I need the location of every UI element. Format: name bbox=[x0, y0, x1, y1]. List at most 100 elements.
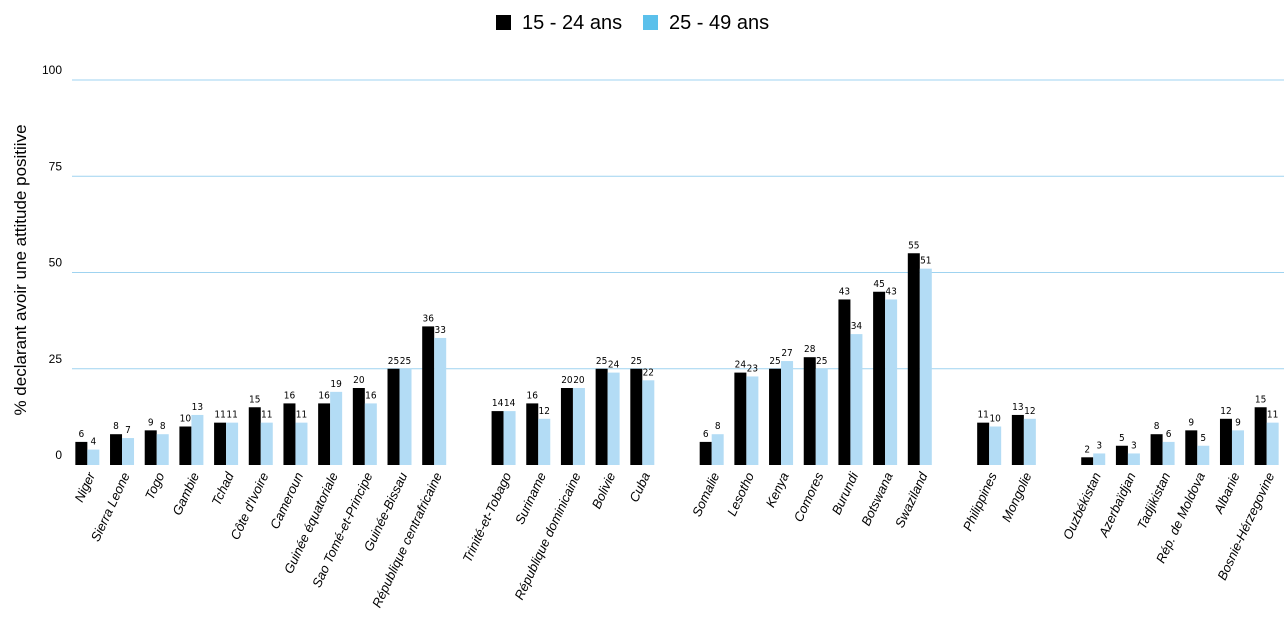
bar bbox=[283, 403, 296, 465]
value-label: 16 bbox=[527, 390, 539, 401]
value-label: 12 bbox=[1220, 406, 1231, 417]
value-label: 14 bbox=[504, 398, 516, 409]
x-tick-label: Suriname bbox=[512, 470, 549, 527]
value-label: 20 bbox=[573, 375, 585, 386]
bar bbox=[850, 334, 863, 465]
bar bbox=[769, 368, 782, 465]
value-label: 5 bbox=[1119, 433, 1125, 444]
value-label: 16 bbox=[365, 390, 377, 401]
value-label: 4 bbox=[90, 437, 96, 448]
value-label: 11 bbox=[261, 410, 272, 421]
value-label: 8 bbox=[1154, 421, 1160, 432]
bar bbox=[1093, 453, 1106, 465]
value-label: 24 bbox=[608, 360, 620, 371]
bar bbox=[87, 449, 100, 465]
bar bbox=[1115, 445, 1128, 465]
x-tick-label: Niger bbox=[71, 469, 98, 504]
bar bbox=[387, 368, 400, 465]
legend-swatch bbox=[496, 15, 511, 30]
value-label: 36 bbox=[422, 313, 434, 324]
value-label: 11 bbox=[1267, 410, 1278, 421]
bar bbox=[295, 422, 308, 465]
bar bbox=[1219, 418, 1232, 465]
value-label: 15 bbox=[249, 394, 260, 405]
value-label: 24 bbox=[735, 360, 747, 371]
bar bbox=[699, 441, 712, 465]
bar bbox=[75, 441, 88, 465]
bar bbox=[330, 391, 343, 465]
bar bbox=[226, 422, 239, 465]
x-tick-label: Philippines bbox=[960, 469, 1000, 533]
bar bbox=[260, 422, 273, 465]
value-label: 43 bbox=[885, 286, 896, 297]
bar bbox=[503, 411, 516, 465]
bar bbox=[1011, 414, 1024, 465]
x-tick-label: Cameroun bbox=[267, 470, 306, 531]
bar bbox=[1254, 407, 1267, 465]
value-label: 51 bbox=[920, 256, 931, 267]
bar bbox=[318, 403, 331, 465]
bar bbox=[399, 368, 412, 465]
bar bbox=[214, 422, 227, 465]
bar bbox=[1266, 422, 1279, 465]
value-label: 10 bbox=[180, 414, 192, 425]
bar bbox=[711, 434, 724, 465]
bar bbox=[434, 337, 447, 465]
bar bbox=[746, 376, 759, 465]
bar bbox=[1162, 441, 1175, 465]
bar bbox=[179, 426, 192, 465]
value-label: 5 bbox=[1200, 433, 1206, 444]
value-label: 43 bbox=[839, 286, 850, 297]
value-label: 3 bbox=[1096, 440, 1102, 451]
bar bbox=[491, 411, 504, 465]
x-tick-label: Comores bbox=[791, 469, 827, 524]
value-label: 25 bbox=[631, 356, 642, 367]
value-label: 12 bbox=[1024, 406, 1035, 417]
value-label: 55 bbox=[908, 240, 919, 251]
value-label: 6 bbox=[78, 429, 84, 440]
value-label: 25 bbox=[596, 356, 607, 367]
bar bbox=[977, 422, 990, 465]
value-label: 11 bbox=[977, 410, 988, 421]
value-label: 6 bbox=[703, 429, 709, 440]
value-label: 27 bbox=[781, 348, 792, 359]
value-label: 45 bbox=[873, 279, 884, 290]
value-label: 3 bbox=[1131, 440, 1137, 451]
bar bbox=[122, 438, 135, 465]
bar bbox=[352, 388, 365, 465]
y-tick-label: 100 bbox=[42, 63, 62, 77]
bar bbox=[144, 430, 157, 465]
x-tick-label: Lesotho bbox=[724, 470, 757, 518]
bar bbox=[560, 388, 573, 465]
bar bbox=[838, 299, 851, 465]
legend-label: 15 - 24 ans bbox=[522, 12, 622, 34]
bar bbox=[364, 403, 377, 465]
value-label: 16 bbox=[284, 390, 296, 401]
value-label: 25 bbox=[816, 356, 827, 367]
x-tick-label: Swaziland bbox=[892, 469, 931, 530]
bar bbox=[885, 299, 898, 465]
value-label: 23 bbox=[747, 363, 758, 374]
y-tick-label: 75 bbox=[49, 159, 63, 173]
x-tick-label: Burundi bbox=[829, 469, 862, 517]
bar bbox=[1127, 453, 1140, 465]
x-tick-label: Cuba bbox=[626, 470, 653, 505]
legend-swatch bbox=[643, 15, 658, 30]
legend-label: 25 - 49 ans bbox=[669, 12, 769, 34]
value-label: 28 bbox=[804, 344, 816, 355]
value-label: 9 bbox=[148, 417, 154, 428]
y-tick-label: 25 bbox=[49, 352, 63, 366]
value-label: 7 bbox=[125, 425, 131, 436]
bar bbox=[1185, 430, 1198, 465]
value-label: 8 bbox=[113, 421, 119, 432]
bar bbox=[1231, 430, 1244, 465]
value-label: 25 bbox=[769, 356, 780, 367]
value-label: 15 bbox=[1255, 394, 1266, 405]
value-label: 11 bbox=[226, 410, 237, 421]
value-label: 22 bbox=[643, 367, 654, 378]
bar bbox=[907, 253, 920, 465]
y-axis-title: % declarant avoir une attitude positiive bbox=[11, 124, 30, 415]
value-label: 13 bbox=[192, 402, 203, 413]
bar bbox=[572, 388, 585, 465]
bar bbox=[1150, 434, 1163, 465]
